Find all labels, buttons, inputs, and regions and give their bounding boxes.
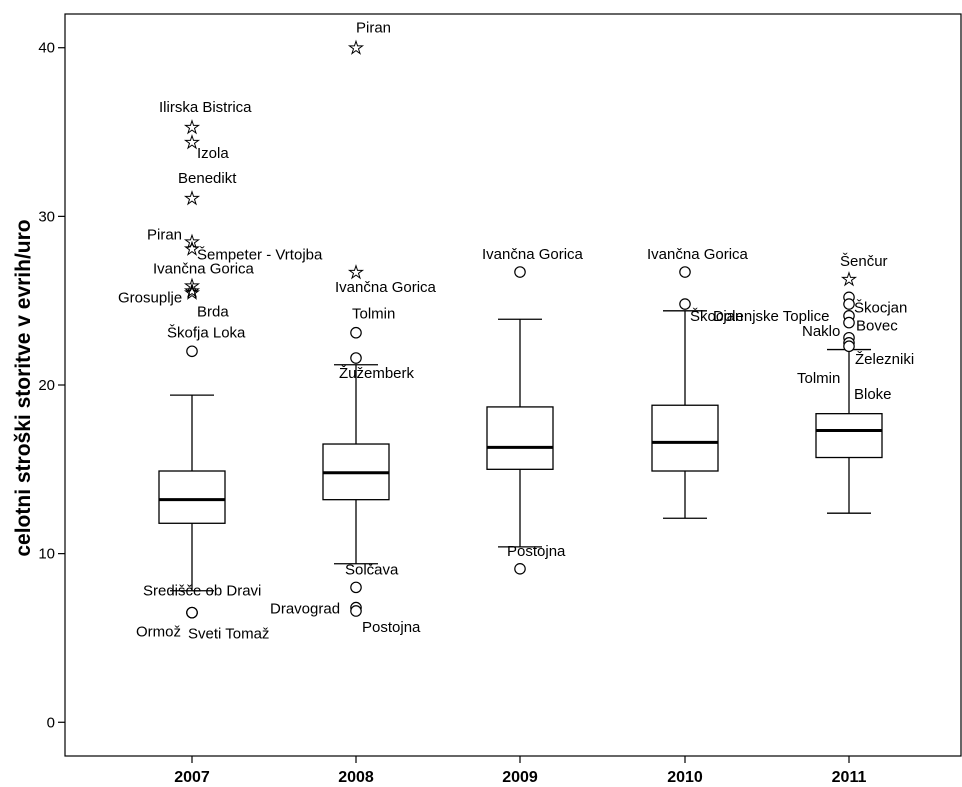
x-tick-label: 2008 bbox=[338, 769, 374, 786]
outlier-circle bbox=[186, 345, 198, 358]
outlier-circle bbox=[514, 563, 526, 575]
outlier-label: Škocjan bbox=[690, 308, 743, 325]
box-iqr bbox=[651, 404, 719, 472]
outlier-label: Solčava bbox=[345, 561, 399, 578]
outlier-circle bbox=[186, 606, 198, 619]
star-marker: ★ bbox=[184, 283, 199, 303]
outlier-circle bbox=[679, 266, 691, 278]
outlier-circle bbox=[843, 298, 855, 310]
outlier-label: Bovec bbox=[856, 318, 898, 335]
outlier-label: Središče ob Dravi bbox=[143, 583, 261, 600]
boxes bbox=[158, 310, 883, 592]
outlier-label: Dravograd bbox=[270, 601, 340, 618]
box-2010 bbox=[651, 310, 719, 519]
box-2008 bbox=[322, 364, 390, 565]
x-tick-label: 2010 bbox=[667, 769, 703, 786]
outlier-label: Piran bbox=[356, 20, 391, 37]
outlier-label: Ivančna Gorica bbox=[482, 246, 584, 263]
outlier-label: Ivančna Gorica bbox=[335, 279, 437, 296]
outlier-label: Škofja Loka bbox=[167, 324, 246, 341]
outlier-label: Izola bbox=[197, 145, 229, 162]
outlier-label: Ivančna Gorica bbox=[153, 261, 255, 278]
x-tick-label: 2007 bbox=[174, 769, 210, 786]
outlier-circle bbox=[350, 581, 362, 594]
outlier-circle bbox=[679, 298, 691, 310]
box-iqr bbox=[158, 470, 226, 524]
outlier-label: Postojna bbox=[507, 543, 566, 560]
outlier-circle bbox=[843, 340, 855, 353]
outlier-label: Tolmin bbox=[352, 306, 395, 323]
outlier-label: Grosuplje bbox=[118, 290, 182, 307]
x-axis: 2007 2008 2009 2010 2011 bbox=[174, 756, 866, 786]
outlier-label: Bloke bbox=[854, 386, 892, 403]
outlier-label: Naklo bbox=[802, 323, 840, 340]
plot-area bbox=[64, 13, 962, 757]
outlier-label: Ilirska Bistrica bbox=[159, 99, 252, 116]
outlier-label: Ivančna Gorica bbox=[647, 246, 749, 263]
star-marker: ★ bbox=[841, 270, 856, 290]
y-tick-label: 10 bbox=[38, 546, 55, 563]
star-marker: ★ bbox=[348, 263, 363, 283]
outliers: ★Ilirska Bistrica★Izola★Benedikt★Piran★Š… bbox=[118, 20, 914, 643]
star-marker: ★ bbox=[184, 118, 199, 138]
x-tick-label: 2011 bbox=[832, 769, 867, 786]
y-tick-label: 0 bbox=[47, 714, 55, 731]
star-marker: ★ bbox=[184, 239, 199, 259]
box-iqr bbox=[815, 413, 883, 459]
box-2007 bbox=[158, 394, 226, 592]
outlier-circle bbox=[350, 326, 362, 339]
outlier-label: Benedikt bbox=[178, 170, 237, 187]
outlier-label: Tolmin bbox=[797, 370, 840, 387]
star-marker: ★ bbox=[184, 233, 199, 253]
outlier-label: Postojna bbox=[362, 619, 421, 636]
star-marker: ★ bbox=[184, 282, 199, 302]
outlier-label: Škocjan bbox=[854, 299, 907, 316]
outlier-label: Ormož bbox=[136, 624, 181, 641]
outlier-label: Šenčur bbox=[840, 253, 888, 270]
box-iqr bbox=[486, 406, 554, 470]
star-marker: ★ bbox=[184, 189, 199, 209]
outlier-circle bbox=[514, 266, 526, 278]
outlier-label: Šempeter - Vrtojba bbox=[197, 246, 323, 263]
box-2009 bbox=[486, 318, 554, 548]
outlier-label: Žužemberk bbox=[339, 365, 415, 382]
y-tick-label: 20 bbox=[38, 377, 55, 394]
outlier-label: Brda bbox=[197, 303, 229, 320]
star-marker: ★ bbox=[348, 39, 363, 59]
outlier-circle bbox=[350, 605, 362, 617]
y-tick-label: 30 bbox=[38, 208, 55, 225]
outlier-label: Železniki bbox=[855, 351, 914, 368]
outlier-circle bbox=[843, 316, 855, 329]
y-axis-label: celotni stroški storitve v evrih/uro bbox=[12, 219, 35, 556]
y-tick-label: 40 bbox=[38, 40, 55, 57]
x-tick-label: 2009 bbox=[502, 769, 538, 786]
star-marker: ★ bbox=[184, 277, 199, 297]
star-marker: ★ bbox=[184, 133, 199, 153]
outlier-label: Dolenjske Toplice bbox=[713, 308, 829, 325]
outlier-label: Piran bbox=[147, 227, 182, 244]
outlier-circle bbox=[350, 352, 362, 364]
outlier-label: Sveti Tomaž bbox=[188, 626, 269, 643]
box-2011 bbox=[815, 348, 883, 514]
y-axis: 0 10 20 30 40 bbox=[38, 40, 65, 731]
